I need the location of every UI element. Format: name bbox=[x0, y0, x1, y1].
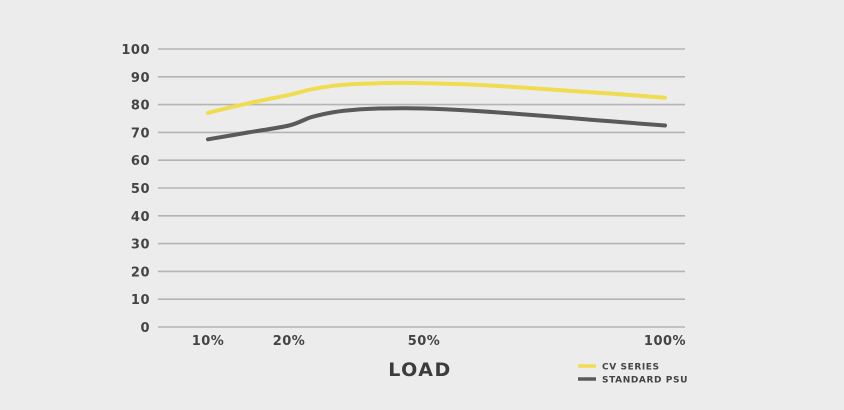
grid-lines bbox=[158, 48, 685, 328]
y-tick-label: 90 bbox=[131, 71, 150, 86]
x-tick-label: 20% bbox=[273, 334, 306, 349]
legend-label: STANDARD PSU bbox=[602, 376, 688, 386]
y-tick-label: 10 bbox=[131, 293, 150, 308]
y-tick-label: 30 bbox=[131, 238, 150, 253]
x-axis-label: LOAD bbox=[388, 359, 452, 381]
y-axis-ticks: 0 10 20 30 40 50 60 70 80 90 100 bbox=[121, 43, 150, 336]
y-tick-label: 100 bbox=[121, 43, 150, 58]
y-tick-label: 70 bbox=[131, 126, 150, 141]
legend: CV SERIES STANDARD PSU bbox=[578, 363, 688, 386]
legend-label: CV SERIES bbox=[602, 363, 660, 373]
y-tick-label: 50 bbox=[131, 182, 150, 197]
x-axis-ticks: 10% 20% 50% 100% bbox=[192, 334, 686, 349]
x-tick-label: 10% bbox=[192, 334, 225, 349]
series-line-standard-psu bbox=[206, 106, 667, 142]
x-tick-label: 50% bbox=[408, 334, 441, 349]
series-line-cv-series bbox=[206, 80, 667, 115]
y-tick-label: 80 bbox=[131, 99, 150, 114]
y-tick-label: 20 bbox=[131, 265, 150, 280]
x-tick-label: 100% bbox=[644, 334, 686, 349]
y-tick-label: 60 bbox=[131, 154, 150, 169]
series-lines bbox=[206, 80, 667, 142]
y-tick-label: 40 bbox=[131, 210, 150, 225]
y-tick-label: 0 bbox=[140, 321, 150, 336]
